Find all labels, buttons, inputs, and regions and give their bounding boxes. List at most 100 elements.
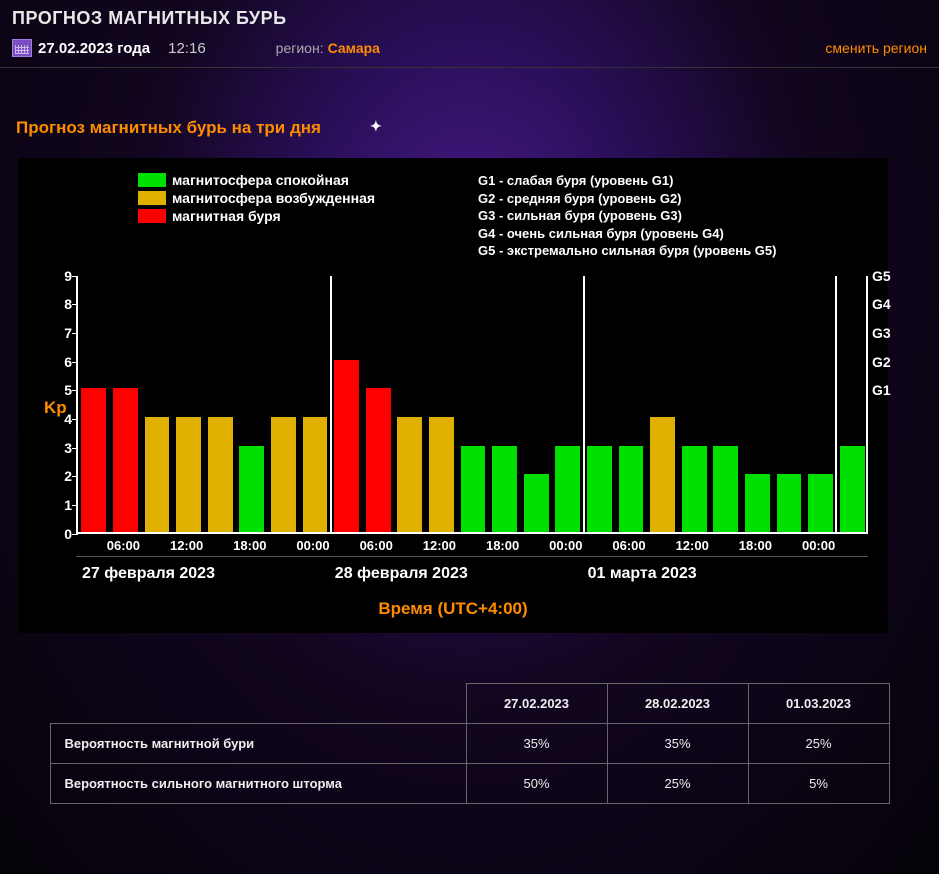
y-tick: 0 — [48, 526, 72, 542]
kp-bar — [145, 417, 170, 532]
table-date-header: 27.02.2023 — [466, 683, 607, 723]
kp-bar — [113, 388, 138, 531]
g-level-label: G3 - сильная буря (уровень G3) — [478, 207, 776, 225]
x-hour-label: 12:00 — [676, 538, 709, 553]
kp-bar — [713, 446, 738, 532]
kp-bar — [650, 417, 675, 532]
page-title: ПРОГНОЗ МАГНИТНЫХ БУРЬ — [0, 0, 939, 35]
kp-bar — [271, 417, 296, 532]
legend-label: магнитосфера возбужденная — [172, 190, 375, 206]
y-tick: 9 — [48, 268, 72, 284]
kp-bar — [208, 417, 233, 532]
table-date-header: 01.03.2023 — [748, 683, 889, 723]
table-cell: 25% — [607, 763, 748, 803]
legend: магнитосфера спокойная магнитосфера возбу… — [28, 172, 878, 270]
kp-bar — [239, 446, 264, 532]
date-section-label: 28 февраля 2023 — [335, 565, 468, 583]
day-separator — [835, 276, 837, 532]
day-separator — [330, 276, 332, 532]
x-hour-label: 06:00 — [612, 538, 645, 553]
x-date-labels: 27 февраля 2023 28 февраля 2023 01 марта 2… — [76, 556, 868, 597]
table-date-header: 28.02.2023 — [607, 683, 748, 723]
y-tick: 8 — [48, 296, 72, 312]
kp-bar — [524, 474, 549, 531]
kp-bar — [745, 474, 770, 531]
y-tick: 3 — [48, 440, 72, 456]
table-cell: 35% — [607, 723, 748, 763]
date-section-label: 27 февраля 2023 — [82, 565, 215, 583]
x-hour-label: 06:00 — [107, 538, 140, 553]
header-date: 27.02.2023 года — [38, 40, 150, 57]
g-level-label: G1 - слабая буря (уровень G1) — [478, 172, 776, 190]
kp-bar — [303, 417, 328, 532]
x-hour-label: 00:00 — [549, 538, 582, 553]
kp-bar — [334, 360, 359, 532]
x-hour-label: 06:00 — [360, 538, 393, 553]
g-tick: G1 — [872, 382, 891, 398]
x-hour-label: 00:00 — [296, 538, 329, 553]
table-row: Вероятность сильного магнитного шторма50… — [50, 763, 889, 803]
region-value: Самара — [328, 40, 380, 56]
legend-item: магнитная буря — [138, 208, 478, 224]
change-region-link[interactable]: сменить регион — [825, 40, 927, 56]
g-tick: G2 — [872, 354, 891, 370]
day-separator — [583, 276, 585, 532]
table-cell: 25% — [748, 723, 889, 763]
g-tick: G3 — [872, 325, 891, 341]
table-row-label: Вероятность магнитной бури — [50, 723, 466, 763]
region-label: регион: — [276, 40, 324, 56]
kp-bar — [81, 388, 106, 531]
probability-table: 27.02.202328.02.202301.03.2023Вероятност… — [50, 683, 890, 804]
g-level-label: G4 - очень сильная буря (уровень G4) — [478, 225, 776, 243]
legend-label: магнитная буря — [172, 208, 281, 224]
legend-item: магнитосфера спокойная — [138, 172, 478, 188]
g-level-label: G2 - средняя буря (уровень G2) — [478, 190, 776, 208]
legend-swatch — [138, 191, 166, 205]
table-cell: 50% — [466, 763, 607, 803]
kp-chart: Kp 0123456789 G1G2G3G4G5 — [76, 276, 868, 534]
table-cell: 5% — [748, 763, 889, 803]
x-hour-label: 12:00 — [423, 538, 456, 553]
kp-bar — [840, 446, 865, 532]
x-hour-label: 18:00 — [486, 538, 519, 553]
x-hour-labels: 06:00 12:00 18:00 00:00 06:00 12:00 18:00 00:00… — [76, 534, 868, 556]
x-hour-label: 18:00 — [233, 538, 266, 553]
header-time: 12:16 — [168, 40, 206, 57]
kp-bar — [555, 446, 580, 532]
kp-bar — [397, 417, 422, 532]
g-level-label: G5 - экстремально сильная буря (уровень … — [478, 242, 776, 260]
kp-bar — [366, 388, 391, 531]
kp-bar — [492, 446, 517, 532]
header-row: 27.02.2023 года 12:16 регион: Самара сме… — [0, 35, 939, 68]
kp-bar — [587, 446, 612, 532]
y-tick: 7 — [48, 325, 72, 341]
legend-label: магнитосфера спокойная — [172, 172, 349, 188]
legend-swatch — [138, 173, 166, 187]
table-row: Вероятность магнитной бури35%35%25% — [50, 723, 889, 763]
kp-bar — [619, 446, 644, 532]
g-tick: G4 — [872, 296, 891, 312]
y-tick: 5 — [48, 382, 72, 398]
x-axis-title: Время (UTC+4:00) — [28, 599, 878, 619]
y-tick: 6 — [48, 354, 72, 370]
kp-bar — [682, 446, 707, 532]
calendar-icon — [12, 39, 32, 57]
y-tick: 1 — [48, 497, 72, 513]
g-tick: G5 — [872, 268, 891, 284]
subtitle: Прогноз магнитных бурь на три дня ✦ — [0, 68, 939, 148]
kp-bar — [176, 417, 201, 532]
kp-bar — [777, 474, 802, 531]
kp-bar — [429, 417, 454, 532]
table-row-label: Вероятность сильного магнитного шторма — [50, 763, 466, 803]
chart-container: магнитосфера спокойная магнитосфера возбу… — [18, 158, 888, 633]
x-hour-label: 18:00 — [739, 538, 772, 553]
date-section-label: 01 марта 2023 — [588, 565, 697, 583]
x-hour-label: 12:00 — [170, 538, 203, 553]
y-tick: 4 — [48, 411, 72, 427]
legend-item: магнитосфера возбужденная — [138, 190, 478, 206]
star-icon: ✦ — [370, 118, 382, 135]
table-cell: 35% — [466, 723, 607, 763]
kp-bar — [461, 446, 486, 532]
kp-bar — [808, 474, 833, 531]
y-tick: 2 — [48, 468, 72, 484]
